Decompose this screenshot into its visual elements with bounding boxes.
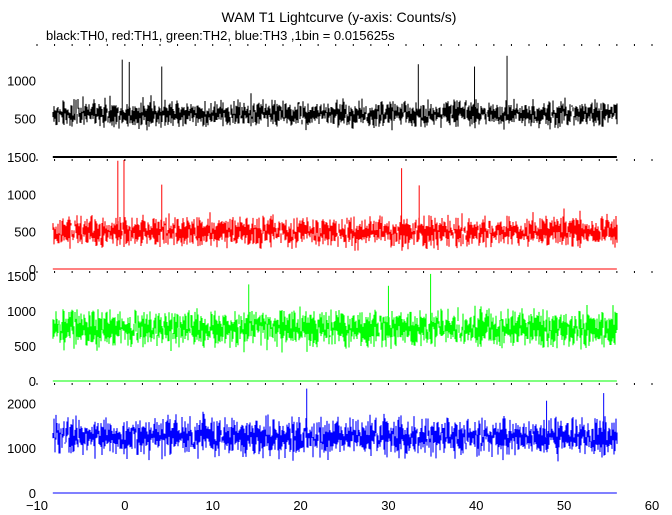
y-tick-label: 1000 (7, 441, 36, 456)
panel-th0: 500 1000 (7, 44, 653, 158)
x-tick-label: 50 (557, 498, 571, 513)
series-th0 (52, 93, 618, 131)
x-tick-label: 60 (645, 498, 659, 513)
y-tick-label: 1000 (7, 73, 36, 88)
x-tick-label: 20 (293, 498, 307, 513)
panel-th1: 0 500 1000 1500 (7, 150, 653, 277)
panel-th2: 0 500 1000 1500 (7, 269, 653, 389)
x-axis: −10 0 10 20 30 40 50 60 (26, 498, 659, 513)
x-tick-label: 30 (381, 498, 395, 513)
series-th1 (52, 208, 618, 251)
x-tick-label: 40 (469, 498, 483, 513)
x-tick-label: 0 (121, 498, 128, 513)
y-tick-label: 1000 (7, 304, 36, 319)
y-tick-label: 0 (29, 374, 36, 389)
series-th3 (52, 411, 618, 462)
y-tick-label: 500 (14, 112, 36, 127)
y-tick-label: 1500 (7, 150, 36, 165)
chart-subtitle: black:TH0, red:TH1, green:TH2, blue:TH3 … (46, 28, 395, 43)
x-tick-label: 10 (205, 498, 219, 513)
chart-title: WAM T1 Lightcurve (y-axis: Counts/s) (222, 9, 457, 25)
y-tick-label: 0 (29, 486, 36, 501)
panel-th3: 0 1000 2000 (7, 383, 653, 501)
y-tick-label: 1000 (7, 187, 36, 202)
y-tick-label: 1500 (7, 269, 36, 284)
y-tick-label: 500 (14, 339, 36, 354)
y-tick-label: 2000 (7, 396, 36, 411)
series-th2 (52, 305, 618, 353)
y-tick-label: 0 (29, 262, 36, 277)
x-tick-label: −10 (26, 498, 48, 513)
y-tick-label: 500 (14, 225, 36, 240)
